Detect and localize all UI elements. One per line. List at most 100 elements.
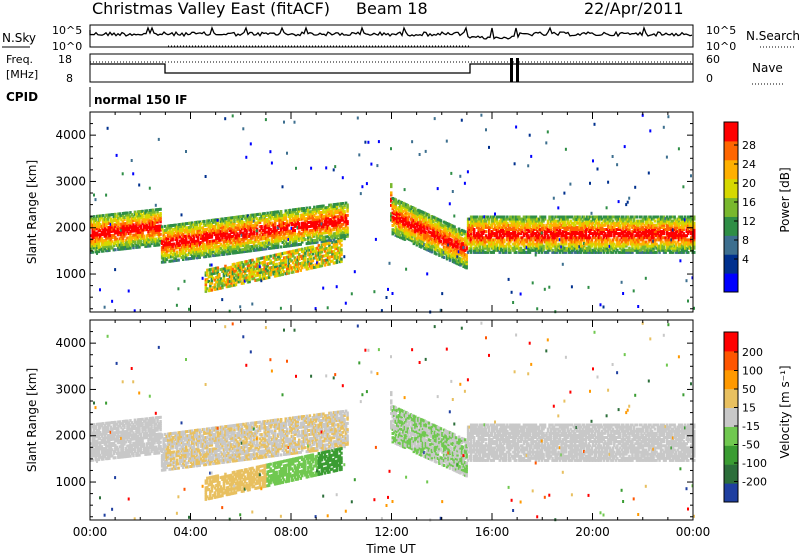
echo-cell [474, 221, 477, 225]
echo-cell [278, 216, 281, 220]
echo-cell [337, 223, 340, 227]
echo-cell [521, 221, 524, 225]
echo-cell [191, 223, 194, 227]
echo-cell [182, 241, 185, 245]
echo-cell [162, 237, 165, 241]
echo-cell [518, 232, 521, 236]
echo-cell [264, 218, 268, 222]
echo-cell [325, 222, 328, 226]
echo-cell [530, 232, 533, 236]
echo-cell [524, 250, 527, 254]
echo-cell [194, 248, 197, 252]
echo-cell [536, 217, 539, 221]
echo-cell [142, 243, 146, 246]
echo-cell [157, 239, 161, 243]
echo-cell [200, 249, 203, 253]
echo-cell [549, 225, 553, 229]
echo-cell [213, 231, 217, 234]
echo-cell [400, 213, 403, 217]
echo-cell [332, 261, 336, 265]
echo-cell [243, 229, 247, 233]
echo-cell [219, 246, 223, 250]
echo-cell [540, 223, 544, 227]
echo-cell [260, 256, 263, 260]
echo-cell [147, 242, 150, 246]
echo-cell [334, 261, 337, 265]
echo-cell [451, 251, 455, 255]
echo-cell [273, 214, 277, 218]
echo-cell [409, 209, 413, 213]
echo-cell [227, 220, 230, 224]
echo-cell [278, 239, 281, 243]
echo-cell [258, 241, 262, 245]
echo-cell [301, 240, 304, 244]
echo-cell [216, 241, 220, 244]
echo-cell [117, 243, 120, 247]
echo-cell [513, 234, 517, 238]
echo-cell [322, 247, 325, 251]
echo-cell [114, 237, 117, 241]
echo-cell [314, 230, 318, 234]
echo-cell [524, 244, 527, 248]
echo-cell [165, 237, 168, 241]
echo-cell [573, 242, 577, 246]
echo-cell [204, 238, 208, 242]
echo-cell [424, 218, 428, 222]
echo-cell [108, 244, 111, 248]
echo-cell [224, 233, 227, 237]
echo-cell [279, 224, 283, 228]
echo-cell [200, 251, 203, 255]
echo-cell [332, 217, 336, 221]
echo-cell [393, 212, 396, 216]
echo-cell [147, 232, 150, 236]
echo-cell [332, 238, 336, 242]
echo-cell [248, 245, 251, 249]
echo-cell [524, 223, 527, 227]
freq-panel: Freq. [MHz] 18 8 60 0 Nave [6, 53, 784, 85]
echo-cell [115, 227, 119, 231]
echo-cell [589, 225, 592, 229]
echo-cell [592, 236, 595, 240]
echo-cell [124, 242, 128, 246]
echo-cell [99, 218, 102, 222]
echo-cell [436, 219, 440, 223]
echo-cell [243, 216, 247, 220]
echo-cell [343, 233, 346, 236]
echo-cell [549, 221, 553, 225]
echo-cell [225, 231, 229, 235]
echo-cell [341, 222, 345, 226]
echo-cell [311, 228, 315, 232]
echo-cell [129, 234, 132, 238]
echo-cell [272, 233, 275, 237]
echo-cell [293, 251, 296, 255]
freq-trace [90, 63, 693, 74]
echo-cell [504, 221, 508, 225]
echo-cell [445, 238, 449, 242]
echo-cell [328, 246, 331, 250]
echo-cell [112, 244, 116, 248]
echo-cell [518, 242, 521, 246]
echo-cell [415, 222, 419, 226]
echo-cell [273, 233, 277, 237]
echo-cell [97, 229, 100, 233]
echo-cell [465, 233, 468, 237]
echo-cell [207, 240, 211, 244]
echo-cell [581, 221, 584, 225]
echo-cell [388, 261, 391, 265]
echo-cell [246, 241, 250, 245]
echo-cell [127, 246, 131, 250]
echo-cell [337, 246, 340, 250]
echo-cell [500, 244, 503, 248]
echo-cell [222, 267, 226, 271]
echo-cell [272, 213, 275, 216]
echo-cell [254, 265, 257, 268]
echo-cell [423, 232, 426, 236]
echo-cell [583, 242, 585, 245]
echo-cell [246, 280, 250, 284]
echo-cell [301, 226, 304, 229]
echo-cell [120, 226, 123, 230]
echo-cell [408, 231, 411, 235]
echo-cell [275, 262, 278, 266]
echo-cell [216, 232, 220, 236]
echo-cell [168, 228, 171, 232]
